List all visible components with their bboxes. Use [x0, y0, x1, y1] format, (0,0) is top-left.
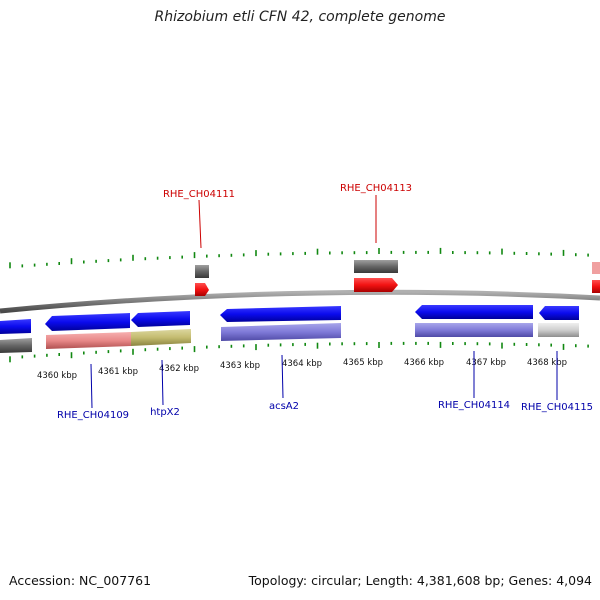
cog-box-acsa2[interactable]: [221, 323, 341, 341]
gene-arrow-offscreen-forward[interactable]: [592, 280, 600, 293]
map-title: Rhizobium etli CFN 42, complete genome: [154, 9, 446, 25]
gene-arrow-rhe-ch04111[interactable]: [195, 283, 209, 296]
leader-line: [198, 199, 202, 249]
outer-tick-ring: [9, 247, 589, 269]
cog-box-rhe-ch04109[interactable]: [46, 332, 131, 349]
scale-label: 4362 kbp: [159, 364, 199, 374]
gene-label-rhe-ch04115[interactable]: RHE_CH04115: [521, 402, 593, 413]
scale-label: 4367 kbp: [466, 358, 506, 368]
scale-label: 4363 kbp: [220, 361, 260, 371]
scale-label: 4365 kbp: [343, 358, 383, 368]
scale-label: 4361 kbp: [98, 367, 138, 377]
gene-arrow-rhe-ch04114[interactable]: [415, 305, 533, 319]
gene-label-rhe-ch04111[interactable]: RHE_CH04111: [163, 189, 235, 200]
gene-arrow-htpx2[interactable]: [131, 311, 190, 327]
cog-box-rhe-ch04115[interactable]: [538, 323, 579, 337]
cog-box-rhe-ch04111[interactable]: [195, 265, 209, 278]
gene-arrow-rhe-ch04115[interactable]: [539, 306, 579, 320]
leader-line: [161, 359, 164, 406]
scale-label: 4368 kbp: [527, 358, 567, 368]
cog-box-offscreen-left[interactable]: [0, 338, 32, 353]
leader-line: [281, 354, 284, 399]
gene-arrow-acsa2[interactable]: [220, 306, 341, 322]
cog-box-htpx2[interactable]: [131, 329, 191, 346]
scale-tick-ring: [9, 341, 589, 363]
gene-arrow-offscreen-left[interactable]: [0, 319, 31, 334]
cog-box-rhe-ch04113[interactable]: [354, 260, 398, 273]
scale-label: 4360 kbp: [37, 371, 77, 381]
gene-label-acsa2[interactable]: acsA2: [269, 401, 299, 412]
accession-text: Accession: NC_007761: [9, 573, 152, 588]
genome-backbone: [0, 289, 600, 314]
leader-line: [90, 363, 93, 409]
genome-summary-text: Topology: circular; Length: 4,381,608 bp…: [248, 573, 592, 588]
gene-arrow-rhe-ch04113[interactable]: [354, 278, 398, 292]
gene-arrow-rhe-ch04109[interactable]: [45, 313, 130, 331]
scale-label: 4366 kbp: [404, 358, 444, 368]
gene-label-rhe-ch04114[interactable]: RHE_CH04114: [438, 400, 510, 411]
gene-label-rhe-ch04109[interactable]: RHE_CH04109: [57, 410, 129, 421]
cog-box-offscreen-forward[interactable]: [592, 262, 600, 274]
cog-box-rhe-ch04114[interactable]: [415, 323, 533, 337]
scale-label: 4364 kbp: [282, 359, 322, 369]
gene-label-htpx2[interactable]: htpX2: [150, 407, 180, 418]
gene-label-rhe-ch04113[interactable]: RHE_CH04113: [340, 183, 412, 194]
